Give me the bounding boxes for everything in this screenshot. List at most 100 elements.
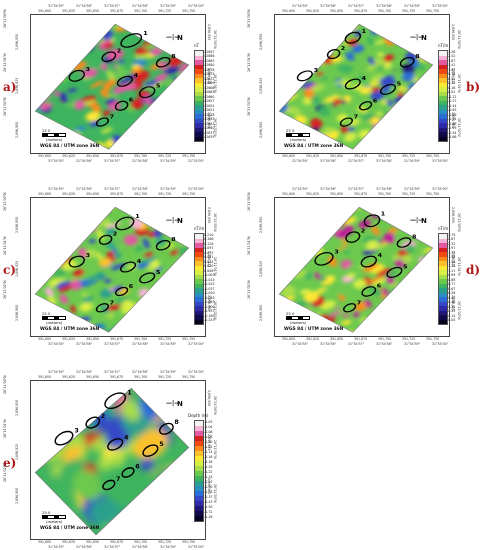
map-texture-blob [178, 82, 189, 95]
scale-unit: (meters) [290, 137, 307, 142]
anomaly-number: 2 [361, 228, 365, 234]
lon-tick-bottom: 31°54'58" [132, 545, 149, 549]
map-texture-blob [179, 318, 189, 324]
colorbar [194, 420, 204, 522]
colorbar-swatch [195, 506, 203, 511]
colorbar-swatch [439, 60, 447, 65]
lon-tick-bottom: 31°54'58" [132, 159, 149, 163]
colorbar-label: 1.02 [448, 67, 456, 72]
map-texture-blob [426, 225, 433, 231]
map-texture-blob [59, 216, 67, 222]
colorbar-swatch [439, 118, 447, 123]
east-tick-top: 391,650 [86, 9, 100, 13]
map-texture-blob [300, 81, 314, 88]
map-texture-blob [39, 50, 45, 57]
east-tick-bottom: 391,750 [182, 540, 196, 544]
map-texture-blob [125, 24, 135, 29]
map-texture-blob [154, 300, 167, 308]
map-texture-blob [366, 66, 376, 72]
east-tick-top: 391,675 [354, 192, 368, 196]
map-texture-blob [302, 97, 312, 106]
colorbar-label: 0.32 [448, 81, 456, 85]
north-tick-right: 2,896,950 [451, 207, 455, 224]
colorbar-label: 0.67 [448, 286, 456, 291]
map-texture-blob [148, 133, 156, 139]
map-texture-blob [44, 287, 54, 297]
map-texture-blob [146, 320, 156, 327]
colorbar-label: -1.04 [204, 424, 213, 429]
east-tick-top: 391,650 [330, 9, 344, 13]
map-texture-blob [148, 215, 162, 224]
anomaly-number: 4 [124, 435, 129, 442]
map-texture-blob [279, 63, 294, 71]
panel-a: a) 31°54'55" 31°54'55" 31°54'56" 31°54'56" 31… [0, 0, 244, 178]
anomaly-ellipse [54, 430, 74, 446]
anomaly-ellipse [339, 117, 354, 127]
colorbar-label: 3.79 [448, 232, 456, 237]
east-tick-top: 391,600 [38, 192, 52, 196]
lon-tick-top: 31°54'58" [132, 187, 149, 191]
map-texture-blob [61, 260, 77, 271]
map-texture-blob [133, 123, 143, 132]
colorbar-label: -2.54 [448, 130, 457, 135]
map-texture-blob [406, 201, 412, 206]
scale-unit: (meters) [46, 137, 63, 142]
colorbar-label: -0.86 [448, 112, 457, 117]
colorbar-swatch [439, 310, 447, 315]
colorbar-swatch [195, 288, 203, 293]
east-tick-top: 391,750 [182, 9, 196, 13]
map-texture-blob [429, 99, 433, 109]
map-texture-blob [162, 79, 177, 86]
map-texture-blob [90, 80, 104, 89]
map-texture-blob [395, 324, 404, 332]
map-texture-blob [418, 226, 426, 232]
lat-tick-left: 26°11'00"N [247, 9, 251, 29]
map-texture-blob [366, 139, 382, 145]
map-texture-blob [98, 16, 109, 21]
lon-tick-bottom: 31°54'57" [348, 159, 365, 163]
map-texture-blob [409, 292, 424, 303]
anomaly-ellipse [115, 216, 135, 231]
map-texture-blob [112, 239, 121, 249]
anomaly-ellipse [101, 51, 117, 63]
north-tick-left: 2,896,925 [259, 77, 263, 94]
survey-outline [278, 23, 434, 150]
colorbar-label: 42657 [204, 99, 215, 103]
map-texture-blob [371, 225, 380, 236]
colorbar-label: -0.253 [204, 318, 215, 322]
map-texture-blob [315, 207, 325, 210]
east-tick-top: 391,625 [62, 9, 76, 13]
anomaly-ellipse [379, 83, 397, 95]
lon-tick-bottom: 31°54'59" [160, 342, 177, 346]
map-texture-blob [136, 24, 153, 27]
colorbar-swatch [195, 261, 203, 266]
colorbar-label: 42672 [204, 76, 215, 81]
north-label: N [421, 217, 427, 225]
anomaly-number: 3 [314, 67, 318, 73]
map-texture-blob [416, 117, 429, 125]
map-texture-blob [35, 24, 48, 33]
colorbar-swatch [195, 283, 203, 288]
colorbar-label: 0.16 [448, 85, 456, 90]
lon-tick-top: 31°54'57" [104, 370, 121, 374]
lon-tick-bottom: 31°54'57" [104, 545, 121, 549]
map-texture-blob [182, 24, 189, 32]
lat-tick-right: 26°11'00"N [457, 213, 461, 232]
colorbar-label: 42678 [204, 67, 215, 72]
north-tick-right: 2,896,950 [207, 24, 211, 41]
north-tick-left: 2,896,950 [15, 399, 19, 416]
anomaly-number: 5 [403, 264, 407, 270]
anomaly-ellipse [344, 31, 361, 44]
lat-tick-left: 26°11'01"N [3, 53, 7, 73]
colorbar-label: -1.48 [448, 121, 457, 126]
map-texture-blob [401, 147, 408, 150]
anomaly-number: 8 [174, 419, 178, 426]
map-texture-blob [421, 107, 429, 115]
east-tick-bottom: 391,650 [330, 154, 344, 158]
north-arrow: —|— [166, 400, 181, 407]
map-texture-blob [321, 128, 336, 135]
map-texture-blob [85, 37, 94, 43]
colorbar-label: -0.065 [204, 295, 215, 300]
map-texture-blob [61, 446, 84, 462]
east-tick-bottom: 391,725 [402, 337, 416, 341]
